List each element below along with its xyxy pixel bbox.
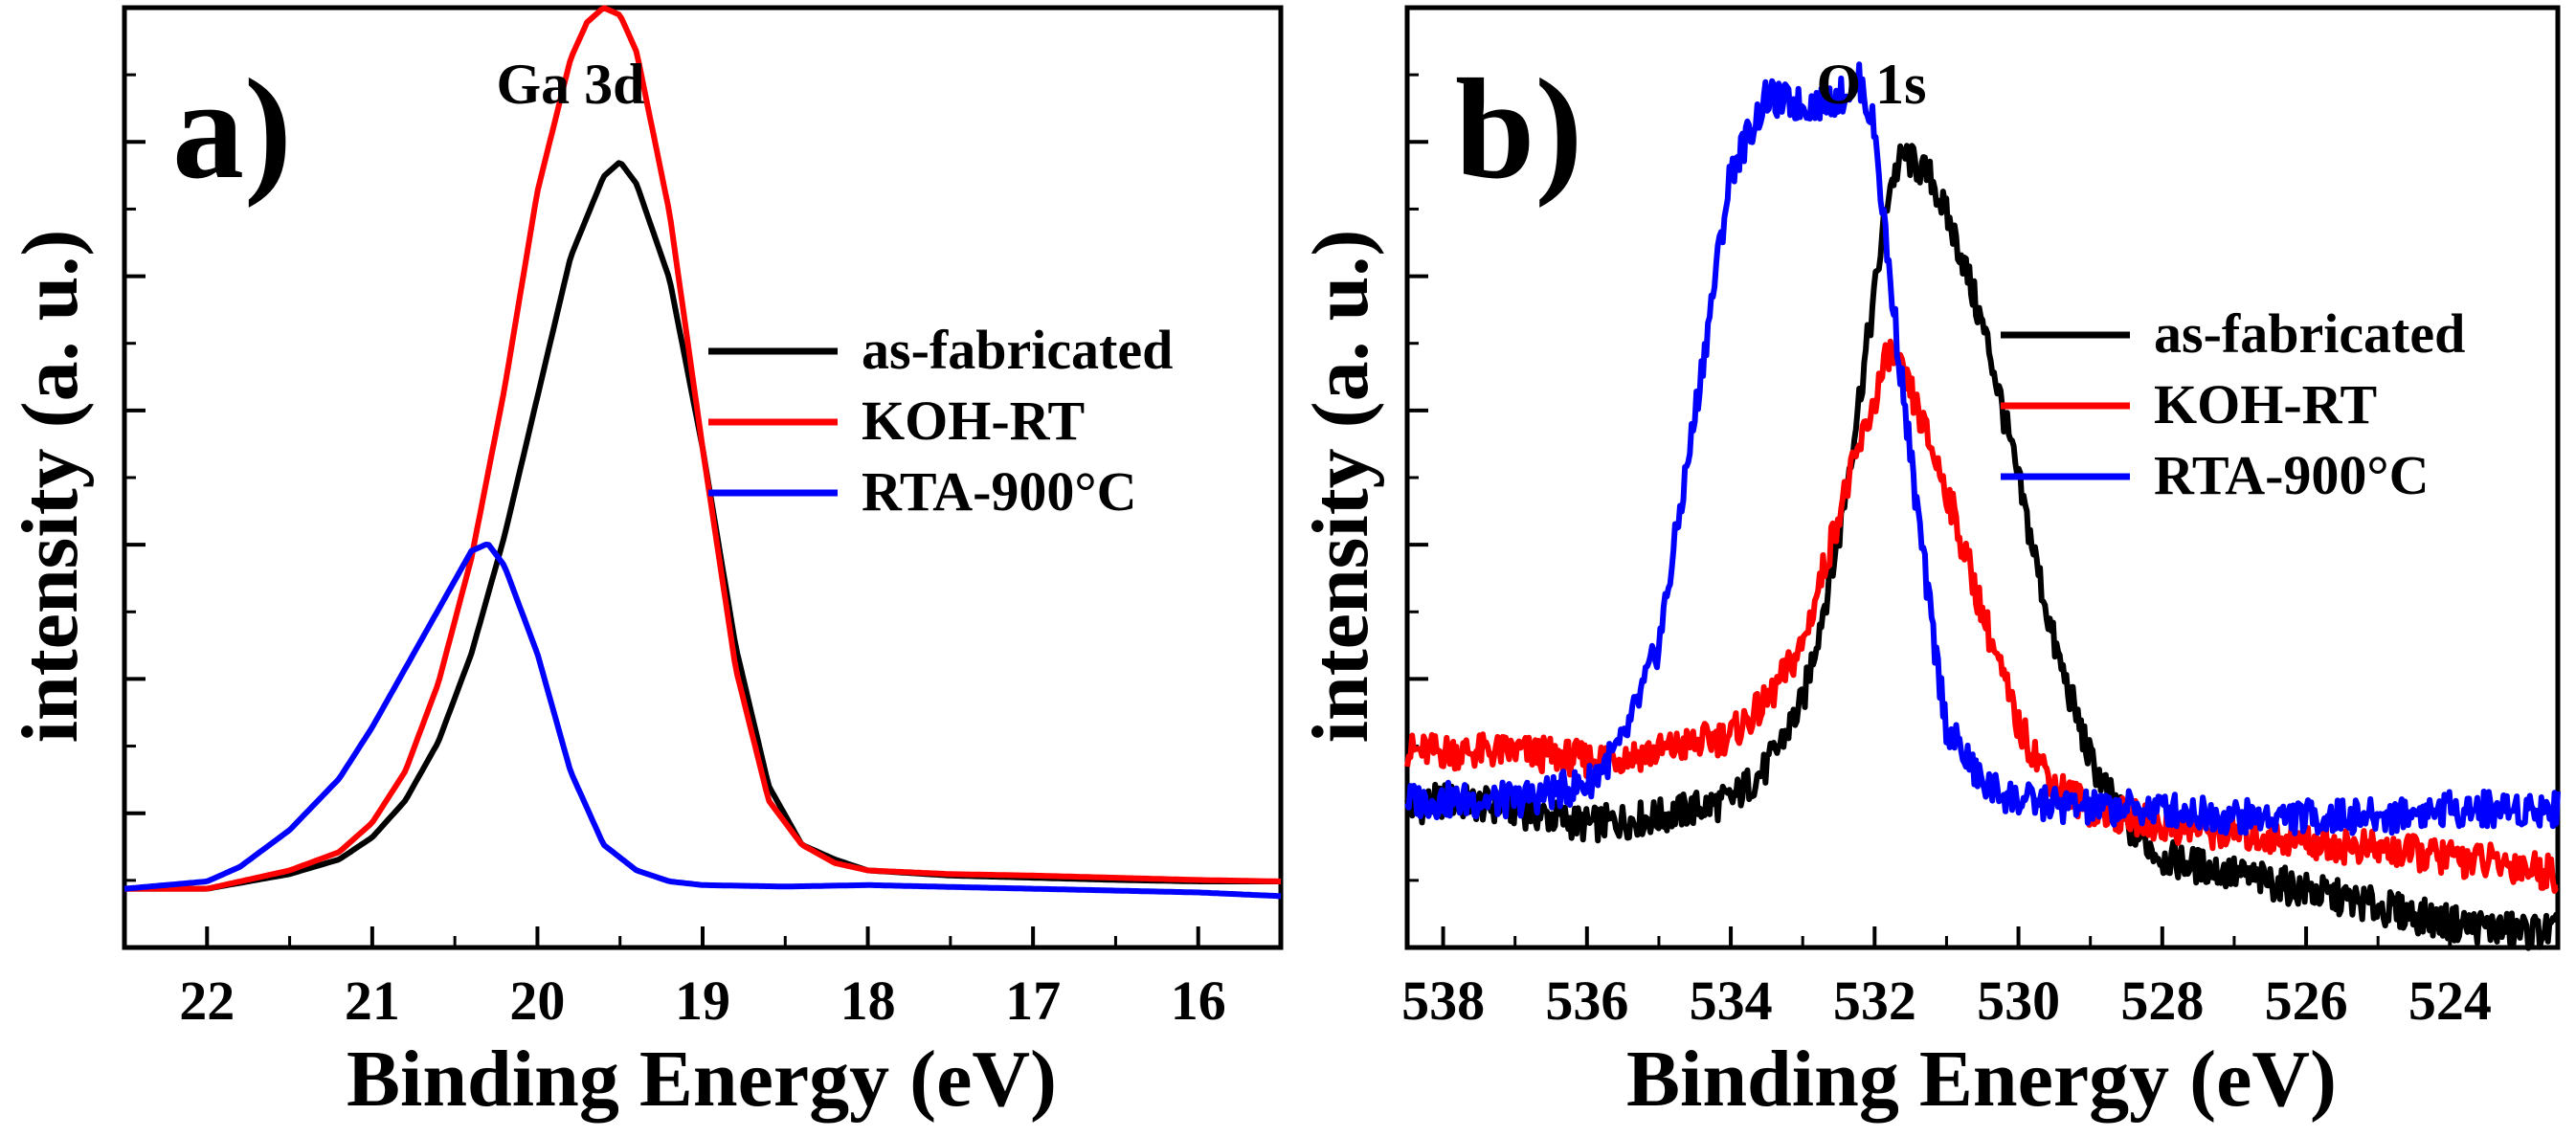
x-tick-label: 534 xyxy=(1690,970,1773,1032)
x-tick-label: 538 xyxy=(1401,970,1485,1032)
panel-b-letter: b) xyxy=(1455,50,1582,209)
panel-b-series xyxy=(1404,61,2561,951)
legend-label: RTA-900°C xyxy=(2154,444,2430,506)
panel-b-title: O 1s xyxy=(1816,53,1926,116)
panel-a-letter: a) xyxy=(172,50,292,209)
legend-label: KOH-RT xyxy=(2154,373,2377,435)
panel-a-series xyxy=(123,5,1282,900)
panel-a-legend: as-fabricated KOH-RT RTA-900°C xyxy=(708,319,1173,523)
x-tick-label: 524 xyxy=(2408,970,2492,1032)
series-line-rta-900-c xyxy=(123,542,1282,900)
x-tick-label: 16 xyxy=(1171,970,1226,1032)
x-tick-label: 530 xyxy=(1977,970,2060,1032)
x-tick-label: 21 xyxy=(345,970,400,1032)
series-line-koh-rt xyxy=(124,5,1282,892)
panel-b: intensity (a. u.) 538 536 534 532 530 528 526 5… xyxy=(1296,5,2561,1124)
x-tick-label: 17 xyxy=(1005,970,1061,1032)
x-tick-label: 528 xyxy=(2120,970,2204,1032)
legend-label: KOH-RT xyxy=(862,390,1085,452)
panel-b-legend: as-fabricated KOH-RT RTA-900°C xyxy=(2001,302,2465,506)
panel-a-title: Ga 3d xyxy=(496,53,644,116)
x-tick-label: 18 xyxy=(840,970,896,1032)
x-tick-label: 22 xyxy=(179,970,235,1032)
panel-a: intensity (a. u.) 22 21 20 19 18 17 16 a) Ga 3… xyxy=(6,5,1284,1124)
series-line-as-fabricated xyxy=(1404,143,2560,951)
panel-a-ticks: 22 21 20 19 18 17 16 xyxy=(124,73,1226,1032)
x-tick-label: 532 xyxy=(1833,970,1916,1032)
legend-label: as-fabricated xyxy=(2154,302,2465,365)
x-tick-label: 19 xyxy=(675,970,730,1032)
x-tick-label: 536 xyxy=(1545,970,1628,1032)
x-tick-label: 526 xyxy=(2265,970,2348,1032)
panel-b-xlabel: Binding Energy (eV) xyxy=(1626,1035,2337,1124)
panel-b-ylabel: intensity (a. u.) xyxy=(1296,230,1385,744)
legend-label: as-fabricated xyxy=(862,319,1173,381)
panel-a-xlabel: Binding Energy (eV) xyxy=(347,1035,1057,1124)
panel-a-ylabel: intensity (a. u.) xyxy=(6,230,95,744)
series-line-rta-900-c xyxy=(1404,61,2561,836)
x-tick-label: 20 xyxy=(509,970,565,1032)
series-line-as-fabricated xyxy=(124,160,1281,892)
panel-b-ticks: 538 536 534 532 530 528 526 524 xyxy=(1401,73,2492,1032)
legend-label: RTA-900°C xyxy=(862,460,1137,523)
